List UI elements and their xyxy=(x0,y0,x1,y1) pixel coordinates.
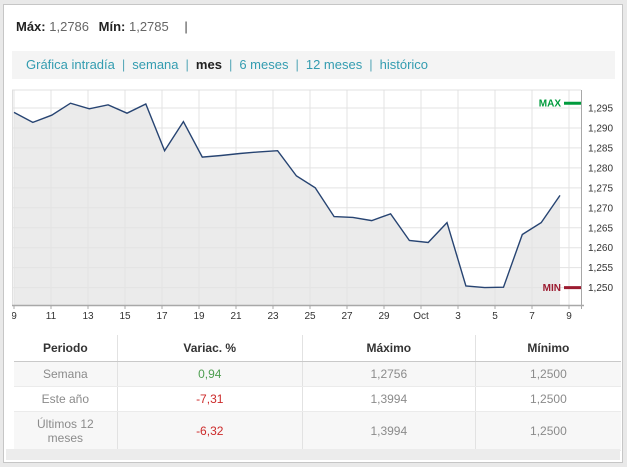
max-marker-label: MAX xyxy=(539,99,562,110)
table-header-row: Periodo Variac. % Máximo Mínimo xyxy=(14,335,621,362)
tab-semana[interactable]: semana xyxy=(132,57,179,72)
y-tick-label: 1,265 xyxy=(588,223,613,234)
table-row-este-ano: Este año -7,31 1,3994 1,2500 xyxy=(14,386,621,412)
tab-separator: | xyxy=(228,57,233,72)
y-tick-label: 1,250 xyxy=(588,283,613,294)
x-tick-label: 29 xyxy=(378,311,390,322)
footer-bar xyxy=(6,449,620,460)
tab-separator: | xyxy=(185,57,189,72)
minimo-cell: 1,2500 xyxy=(474,411,621,451)
min-marker-label: MIN xyxy=(543,283,561,294)
y-tick-label: 1,290 xyxy=(588,123,613,134)
stats-table: Periodo Variac. % Máximo Mínimo Semana 0… xyxy=(14,335,621,451)
cursor-separator: | xyxy=(184,19,188,34)
x-tick-label: 27 xyxy=(341,311,353,322)
x-tick-label: 17 xyxy=(156,311,168,322)
x-tick-label: 13 xyxy=(82,311,94,322)
y-tick-label: 1,295 xyxy=(588,104,613,115)
variacion-cell: -6,32 xyxy=(116,411,303,451)
table-row-ultimos-12-meses: Últimos 12 meses -6,32 1,3994 1,2500 xyxy=(14,411,621,451)
y-tick-label: 1,260 xyxy=(588,243,613,254)
tab-historico[interactable]: histórico xyxy=(379,57,429,72)
tab-separator: | xyxy=(121,57,126,72)
min-label: Mín: xyxy=(98,19,126,34)
periodo-cell: Semana xyxy=(14,361,118,387)
minmax-bar: Máx: 1,2786 Mín: 1,2785 | xyxy=(16,19,188,34)
variacion-cell: 0,94 xyxy=(116,361,303,387)
col-header-periodo: Periodo xyxy=(14,335,118,362)
maximo-cell: 1,3994 xyxy=(301,386,476,412)
y-tick-label: 1,270 xyxy=(588,203,613,214)
min-value: 1,2785 xyxy=(128,19,169,34)
price-area-chart: 9 11 13 15 17 19 21 23 25 27 29 Oct 3 5 7 9 1,295 1,290 1,… xyxy=(12,89,613,322)
max-value: 1,2786 xyxy=(49,19,90,34)
max-label: Máx: xyxy=(16,19,46,34)
tab-mes[interactable]: mes xyxy=(195,57,222,72)
x-tick-label: 11 xyxy=(46,311,57,322)
tab-grafica-intradia[interactable]: Gráfica intradía xyxy=(26,57,115,72)
tab-12-meses[interactable]: 12 meses xyxy=(305,57,363,72)
price-line xyxy=(13,102,561,289)
tab-separator: | xyxy=(369,57,373,72)
table-row-semana: Semana 0,94 1,2756 1,2500 xyxy=(14,361,621,387)
x-tick-label: 9 xyxy=(566,311,572,322)
col-header-maximo: Máximo xyxy=(301,335,476,362)
x-tick-label: 5 xyxy=(492,311,498,322)
y-tick-label: 1,275 xyxy=(588,183,613,194)
tab-6-meses[interactable]: 6 meses xyxy=(239,57,289,72)
col-header-variacion: Variac. % xyxy=(116,335,303,362)
period-tabs: Gráfica intradía | semana | mes | 6 meses | 12 m… xyxy=(12,51,615,79)
x-tick-label: 3 xyxy=(455,311,461,322)
y-tick-label: 1,255 xyxy=(588,263,613,274)
periodo-cell: Este año xyxy=(14,386,118,412)
x-tick-label: 9 xyxy=(12,311,17,322)
x-tick-label: 21 xyxy=(230,311,242,322)
series-area xyxy=(14,103,560,305)
x-tick-label: 19 xyxy=(193,311,205,322)
x-tick-label: Oct xyxy=(413,311,429,322)
minimo-cell: 1,2500 xyxy=(474,386,621,412)
maximo-cell: 1,2756 xyxy=(301,361,476,387)
quote-chart-widget: Máx: 1,2786 Mín: 1,2785 | Gráfica intrad… xyxy=(3,4,623,463)
minimo-cell: 1,2500 xyxy=(474,361,621,387)
tab-separator: | xyxy=(295,57,299,72)
y-tick-label: 1,280 xyxy=(588,163,613,174)
col-header-minimo: Mínimo xyxy=(474,335,621,362)
maximo-cell: 1,3994 xyxy=(301,411,476,451)
periodo-cell: Últimos 12 meses xyxy=(14,411,118,451)
x-tick-label: 23 xyxy=(267,311,279,322)
variacion-cell: -7,31 xyxy=(116,386,303,412)
y-tick-label: 1,285 xyxy=(588,143,613,154)
x-tick-label: 7 xyxy=(529,311,535,322)
x-tick-label: 25 xyxy=(304,311,316,322)
x-tick-label: 15 xyxy=(119,311,131,322)
